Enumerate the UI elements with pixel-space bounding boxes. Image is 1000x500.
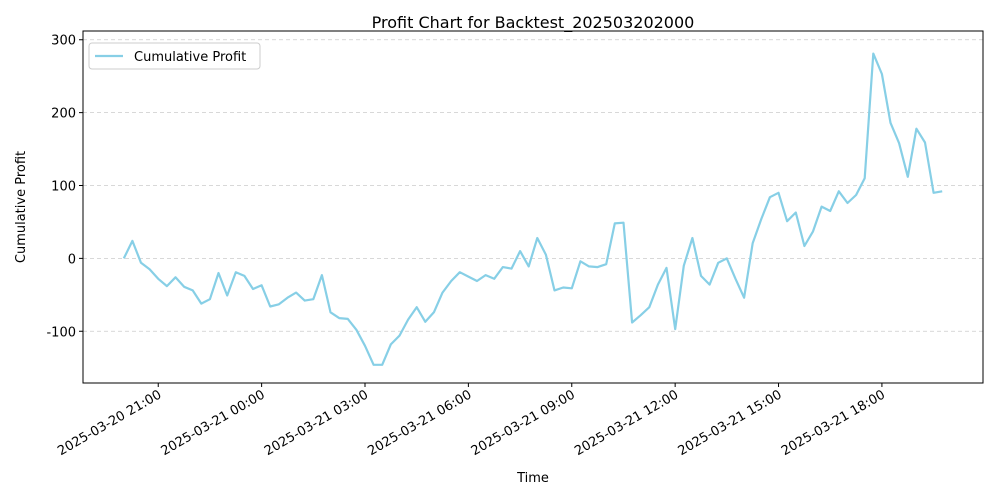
x-axis-label: Time — [516, 471, 549, 486]
y-tick-label: 0 — [68, 252, 76, 267]
line-series — [122, 52, 943, 366]
legend-box — [88, 42, 261, 70]
y-tick-label: 200 — [51, 107, 76, 122]
y-axis-label: Cumulative Profit — [14, 151, 29, 263]
legend-label: Cumulative Profit — [134, 50, 246, 65]
y-tick-label: -100 — [46, 325, 76, 340]
chart-title: Profit Chart for Backtest_202503202000 — [372, 13, 695, 33]
y-tick-label: 300 — [51, 34, 76, 49]
plot-frame — [82, 30, 984, 384]
y-tick-label: 100 — [51, 180, 76, 195]
